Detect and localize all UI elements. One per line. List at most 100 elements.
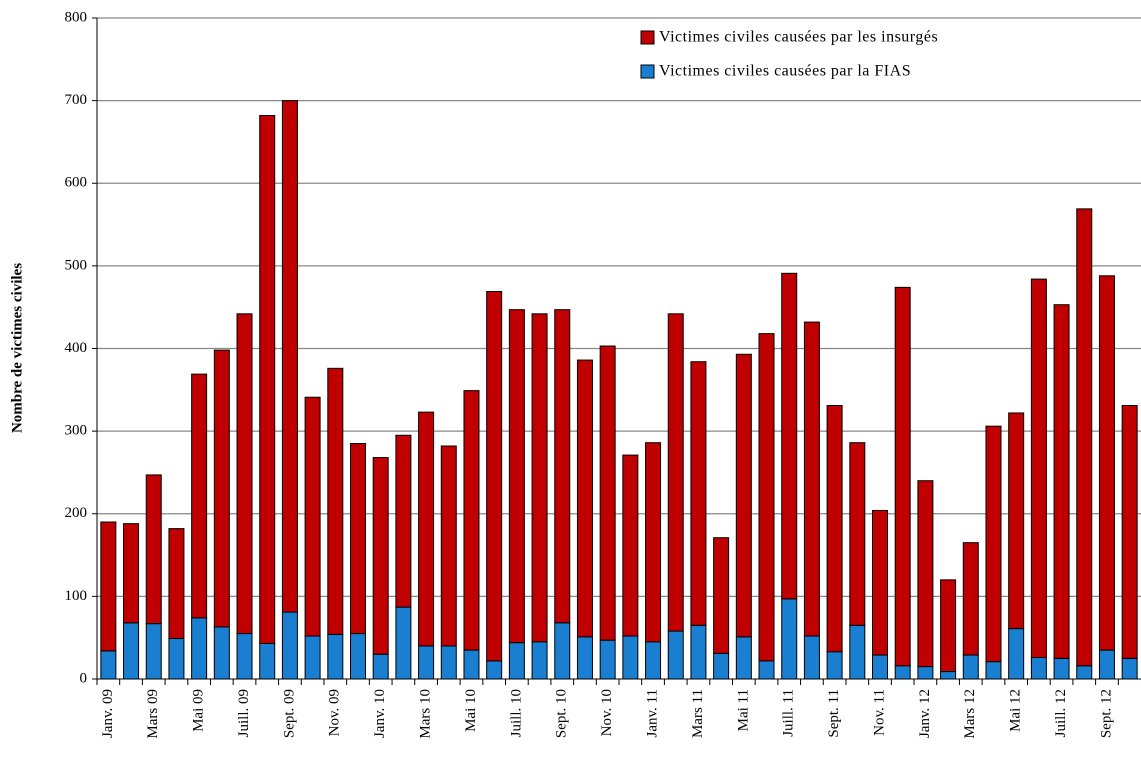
bar-segment — [259, 642, 276, 680]
x-tick-label: Janv. 09 — [100, 689, 116, 738]
bar-segment — [826, 405, 843, 653]
bar-segment — [894, 286, 911, 667]
bar-segment — [803, 635, 820, 680]
bar-segment — [985, 425, 1002, 663]
x-tick-label: Nov. 11 — [871, 689, 887, 736]
x-tick-label: Mars 11 — [690, 689, 706, 738]
bar-segment — [1030, 657, 1047, 680]
bar-segment — [622, 454, 639, 637]
bar-segment — [962, 654, 979, 680]
bar-segment — [440, 445, 457, 647]
bar-segment — [622, 635, 639, 680]
bar-segment — [962, 542, 979, 656]
y-tick-label: 800 — [65, 9, 88, 25]
x-tick-label: Nov. 10 — [599, 689, 615, 736]
y-tick-label: 300 — [65, 423, 88, 439]
bar-segment — [1121, 405, 1138, 659]
bar-segment — [872, 654, 888, 680]
x-tick-label: Sept. 10 — [554, 689, 570, 738]
bar-segment — [599, 639, 616, 680]
y-axis-label: Nombre de victimes civiles — [9, 263, 25, 433]
bar-segment — [123, 523, 140, 624]
x-tick-label: Mai 10 — [463, 689, 479, 732]
bar-segment — [1076, 208, 1093, 667]
y-tick-label: 200 — [65, 505, 88, 521]
x-tick-label: Juill. 09 — [236, 689, 252, 737]
x-tick-label: Mars 12 — [962, 689, 978, 739]
x-tick-label: Sept. 11 — [826, 689, 842, 738]
bar-segment — [168, 638, 185, 680]
bar-segment — [735, 636, 752, 680]
legend-label: Victimes civiles causées par la FIAS — [659, 63, 911, 80]
bar-segment — [350, 633, 366, 680]
bar-segment — [667, 630, 684, 680]
bar-segment — [281, 100, 298, 613]
bar-segment — [1098, 275, 1115, 651]
bar-segment — [781, 598, 798, 680]
bar-segment — [1053, 304, 1070, 659]
bar-segment — [531, 641, 548, 680]
bar-segment — [259, 114, 276, 644]
y-tick-label: 600 — [65, 175, 88, 191]
legend-label: Victimes civiles causées par les insurgé… — [659, 29, 938, 46]
bar-segment — [940, 671, 957, 680]
bar-segment — [599, 345, 616, 641]
bar-segment — [486, 290, 503, 662]
bar-segment — [236, 633, 253, 680]
bar-segment — [508, 309, 525, 644]
x-tick-label: Mai 11 — [735, 689, 751, 731]
bar-segment — [713, 652, 730, 680]
bar-segment — [463, 390, 480, 651]
bar-segment — [168, 528, 185, 640]
bar-segment — [1008, 628, 1025, 680]
x-tick-label: Juill. 11 — [781, 689, 797, 737]
bar-segment — [191, 617, 208, 680]
legend-swatch — [640, 30, 655, 45]
y-tick-label: 100 — [65, 588, 88, 604]
bar-segment — [758, 333, 775, 662]
bar-segment — [395, 606, 412, 680]
bar-segment — [145, 474, 162, 625]
bar-segment — [554, 309, 571, 624]
bar-segment — [826, 651, 843, 680]
x-tick-label: Mai 09 — [191, 689, 207, 732]
bar-segment — [1098, 649, 1115, 680]
bar-segment — [327, 367, 344, 635]
bar-segment — [191, 373, 208, 619]
bar-segment — [803, 321, 820, 637]
bar-segment — [554, 622, 571, 680]
bar-segment — [1076, 665, 1093, 680]
x-tick-label: Nov. 09 — [327, 689, 343, 736]
x-tick-label: Juill. 12 — [1053, 689, 1069, 737]
legend-swatch — [640, 64, 655, 79]
x-tick-label: Janv. 10 — [372, 689, 388, 738]
bar-segment — [100, 521, 117, 652]
bar-segment — [1121, 657, 1138, 680]
bar-segment — [576, 636, 593, 680]
bar-segment — [917, 666, 934, 680]
bar-segment — [894, 665, 911, 680]
x-tick-label: Sept. 09 — [281, 689, 297, 738]
bar-segment — [100, 650, 117, 680]
bar-segment — [690, 361, 707, 626]
bar-segment — [213, 626, 230, 680]
bar-segment — [1030, 278, 1047, 659]
y-tick-label: 500 — [65, 257, 88, 273]
x-tick-label: Juill. 10 — [508, 689, 524, 737]
bar-segment — [531, 313, 548, 643]
bar-segment — [1008, 412, 1025, 630]
bar-segment — [372, 653, 389, 680]
bar-segment — [645, 641, 662, 680]
y-tick-label: 700 — [65, 92, 88, 108]
bar-segment — [418, 645, 435, 680]
bar-segment — [440, 645, 457, 680]
bar-segment — [667, 313, 684, 632]
bar-segment — [236, 313, 253, 635]
bar-segment — [123, 622, 140, 680]
bar-segment — [781, 272, 798, 600]
bar-segment — [690, 624, 707, 680]
x-tick-label: Janv. 11 — [644, 689, 660, 737]
x-tick-label: Janv. 12 — [917, 689, 933, 738]
x-tick-label: Mars 10 — [418, 689, 434, 739]
